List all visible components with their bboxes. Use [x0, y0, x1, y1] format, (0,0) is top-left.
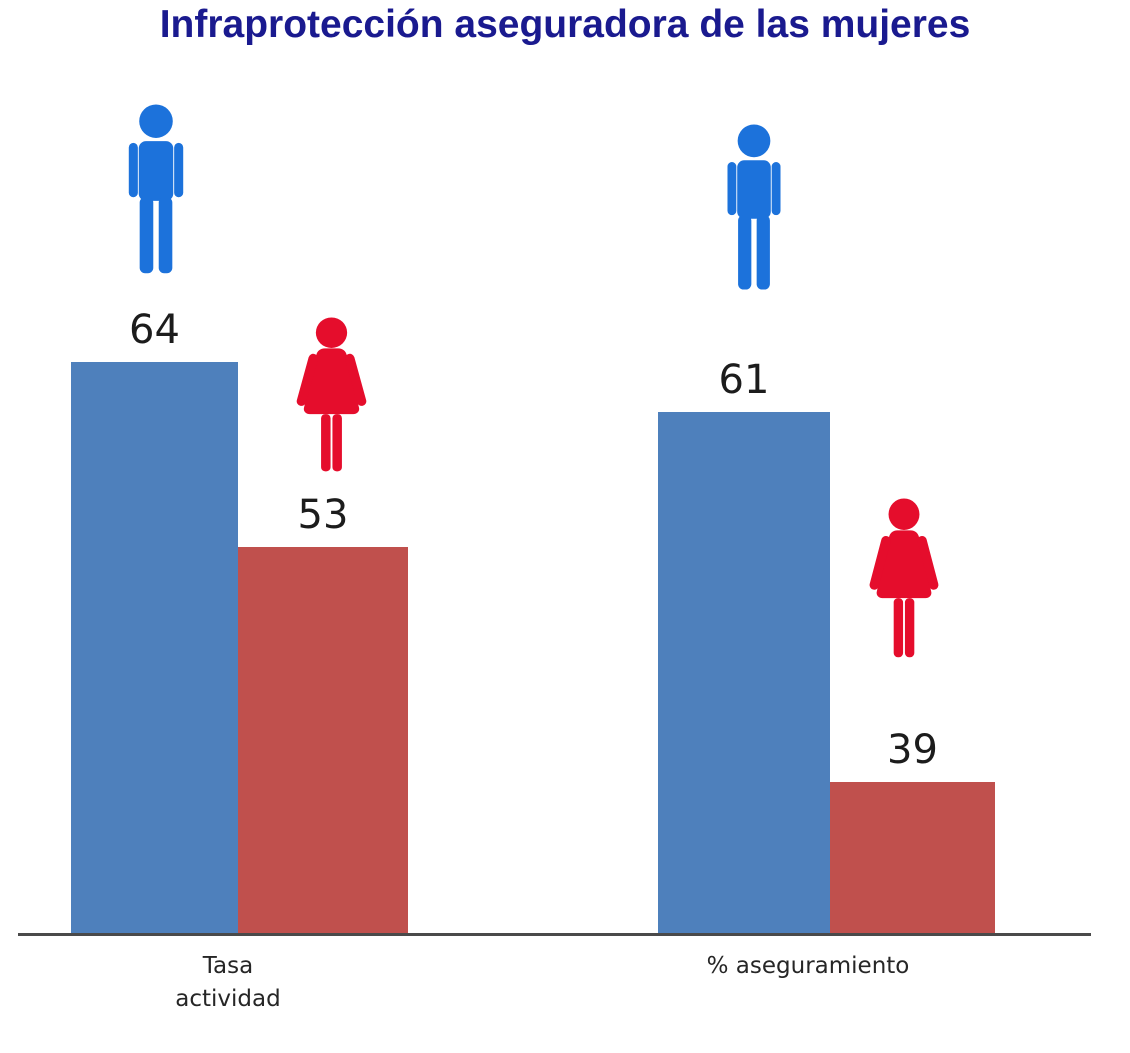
category-label-line: actividad	[175, 986, 281, 1012]
value-label-men-tasa: 64	[129, 306, 180, 353]
male-icon	[128, 104, 184, 274]
x-axis-line	[18, 933, 1091, 936]
chart-title: Infraprotección aseguradora de las mujer…	[159, 3, 971, 46]
category-label-tasa-actividad: Tasa actividad	[78, 950, 378, 1016]
male-icon	[727, 124, 781, 290]
female-icon	[869, 498, 939, 658]
category-label-aseguramiento: % aseguramiento	[658, 950, 958, 983]
bar-women-tasa	[238, 546, 408, 933]
female-icon	[296, 317, 367, 472]
category-label-line: Tasa	[202, 953, 254, 979]
value-label-women-tasa: 53	[297, 491, 349, 538]
bar-men-aseguramiento	[658, 412, 830, 933]
value-label-women-aseguramiento: 39	[887, 726, 938, 773]
value-label-men-aseguramiento: 61	[718, 357, 770, 404]
bar-women-aseguramiento	[830, 781, 995, 933]
bar-men-tasa	[71, 361, 238, 933]
category-label-line: % aseguramiento	[706, 953, 910, 979]
